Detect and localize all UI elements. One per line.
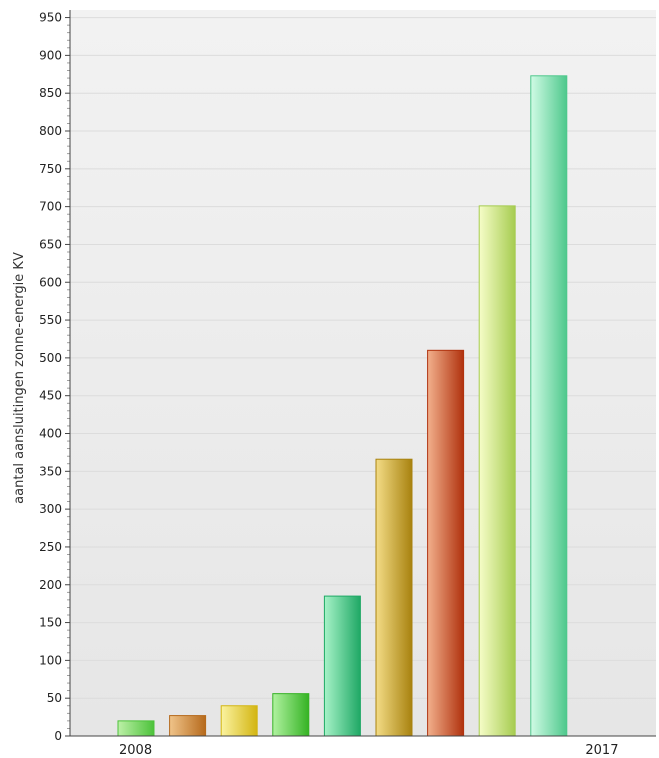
bar-2009 <box>169 715 207 737</box>
y-tick-label: 200 <box>39 578 62 592</box>
y-tick-label: 900 <box>39 48 62 62</box>
y-tick-label: 850 <box>39 86 62 100</box>
y-axis-title: aantal aansluitingen zonne-energie KV <box>12 252 27 504</box>
y-tick-label: 250 <box>39 540 62 554</box>
axes <box>65 10 656 737</box>
y-tick-label: 0 <box>54 729 62 743</box>
bar-2008 <box>117 720 155 737</box>
bar-2015 <box>478 205 516 737</box>
x-tick-label: 2017 <box>585 743 618 758</box>
bar-2011 <box>272 693 310 737</box>
plot-background <box>70 10 656 736</box>
y-tick-label: 400 <box>39 427 62 441</box>
y-tick-label: 50 <box>47 691 62 705</box>
bar-2013 <box>375 458 413 737</box>
bar-2014 <box>427 349 465 737</box>
y-tick-label: 750 <box>39 162 62 176</box>
y-tick-label: 800 <box>39 124 62 138</box>
y-tick-label: 650 <box>39 237 62 251</box>
y-tick-label: 100 <box>39 653 62 667</box>
y-tick-label: 550 <box>39 313 62 327</box>
y-tick-label: 500 <box>39 351 62 365</box>
y-tick-label: 150 <box>39 616 62 630</box>
x-tick-label: 2008 <box>119 743 152 758</box>
y-tick-label: 700 <box>39 200 62 214</box>
y-tick-label: 600 <box>39 275 62 289</box>
bar-2012 <box>323 595 361 737</box>
bar-2016 <box>530 75 568 737</box>
y-tick-label: 450 <box>39 389 62 403</box>
y-tick-label: 300 <box>39 502 62 516</box>
tick-labels: 0 50 100 150 200 250 300 350 400 450 500 550 600 650 7… <box>39 11 618 758</box>
bar-2010 <box>220 705 258 737</box>
bars <box>117 75 568 737</box>
y-tick-label: 350 <box>39 464 62 478</box>
y-tick-label: 950 <box>39 11 62 25</box>
